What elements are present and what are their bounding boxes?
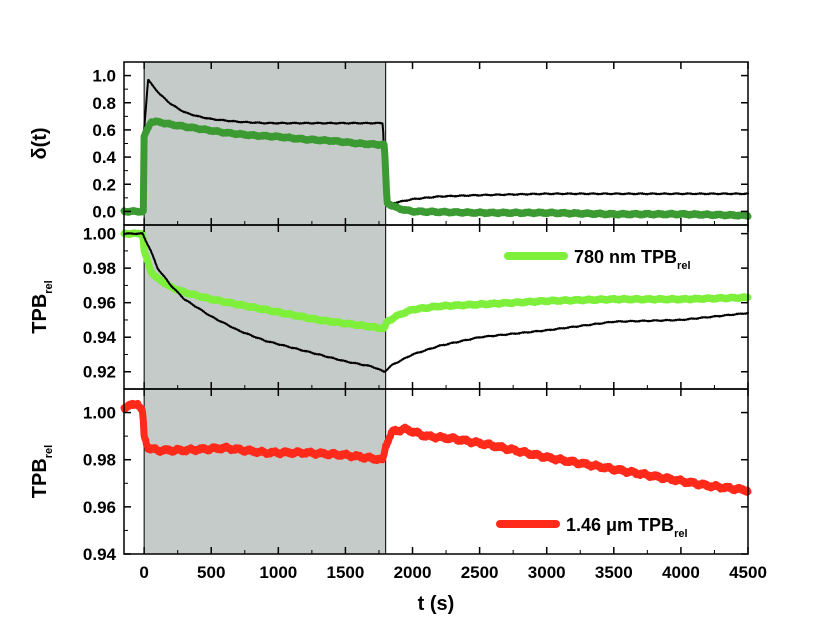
y-tick-label: 0.94 [83, 545, 117, 564]
panel-frame-bottom [123, 388, 749, 555]
y-axis-label-main: TPB [29, 294, 51, 334]
x-tick-label: 2000 [394, 563, 432, 582]
x-tick-label: 500 [197, 563, 225, 582]
x-tick-label: 1500 [327, 563, 365, 582]
x-tick-label: 3000 [528, 563, 566, 582]
y-tick-label: 0.2 [92, 175, 116, 194]
y-axis-label: TPBrel [29, 445, 55, 498]
y-axis-label: TPBrel [29, 280, 55, 333]
y-tick-label: 0.98 [83, 451, 116, 470]
legend-label-main: 1.46 μm TPB [566, 515, 674, 535]
legend-label-main: 780 nm TPB [574, 247, 677, 267]
y-tick-label: 0.98 [83, 259, 116, 278]
y-tick-label: 0.8 [92, 94, 116, 113]
y-axis-label-main: δ(t) [29, 127, 51, 159]
x-tick-label: 1000 [259, 563, 297, 582]
legend-label-subscript: rel [674, 528, 687, 540]
x-tick-label: 4500 [729, 563, 767, 582]
y-axis-label-subscript: rel [43, 445, 55, 458]
x-tick-label: 3500 [595, 563, 633, 582]
y-tick-label: 1.00 [83, 225, 116, 244]
series-line-0-0 [123, 78, 749, 213]
y-tick-label: 0.4 [92, 148, 116, 167]
x-tick-label: 2500 [461, 563, 499, 582]
y-tick-label: 0.96 [83, 294, 116, 313]
x-tick-label: 0 [139, 563, 148, 582]
y-tick-label: 1.00 [83, 404, 116, 423]
y-axis-label: δ(t) [29, 127, 51, 159]
series-line-1-0 [120, 229, 752, 333]
y-tick-label: 0.96 [83, 498, 116, 517]
x-axis-label: t (s) [418, 593, 455, 615]
series-line-1-1 [123, 232, 749, 373]
y-axis-label-subscript: rel [43, 280, 55, 293]
legend-label: 1.46 μm TPBrel [566, 515, 688, 540]
legend-label-subscript: rel [677, 260, 690, 272]
y-axis-label-main: TPB [29, 458, 51, 498]
y-tick-label: 0.6 [92, 121, 116, 140]
y-tick-label: 0.92 [83, 363, 116, 382]
series-line-2-0 [120, 399, 752, 496]
legend-label: 780 nm TPBrel [574, 247, 691, 272]
panel-top: 0.0 0.2 0.4 0.6 0.8 1.0 δ(t) [29, 61, 752, 226]
y-tick-label: 0.0 [92, 202, 116, 221]
series-line-0-1 [120, 117, 752, 220]
x-tick-label: 4000 [662, 563, 700, 582]
y-tick-label: 0.94 [83, 328, 117, 347]
y-tick-label: 1.0 [92, 67, 116, 86]
